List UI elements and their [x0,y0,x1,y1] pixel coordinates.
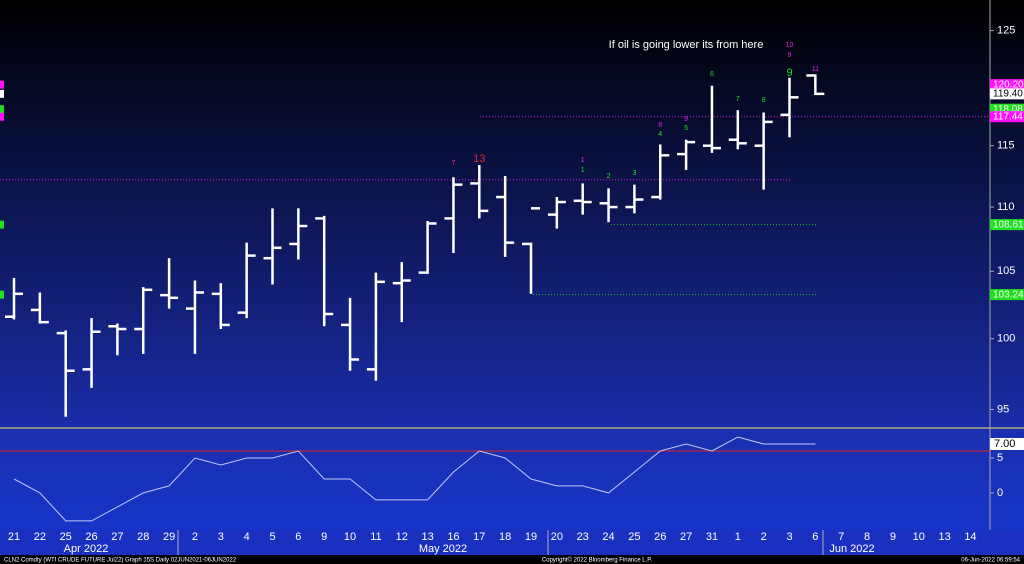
setup-count: 13 [473,153,485,165]
x-tick-label: 3 [218,531,224,543]
month-label: May 2022 [419,543,467,555]
x-tick-label: 4 [244,531,250,543]
indicator-panel [0,429,1024,530]
y2-tick-label: 5 [997,452,1003,464]
x-tick-label: 10 [344,531,356,543]
x-tick-label: 1 [735,531,741,543]
x-tick-label: 21 [8,531,20,543]
x-tick-label: 9 [321,531,327,543]
y-tick-label: 95 [997,403,1009,415]
setup-count: 10 [786,42,794,49]
x-tick-label: 2 [192,531,198,543]
setup-count: 9 [684,116,688,123]
price-tag [990,103,1024,115]
month-label: Jun 2022 [829,543,874,555]
price-tag-label: 120.20 [993,79,1024,90]
x-tick-label: 2 [761,531,767,543]
price-tag-label: 118.08 [993,104,1023,115]
y2-tick-label: 0 [997,487,1003,499]
price-tag-label: 103.24 [993,289,1024,300]
setup-count: 9 [786,67,792,79]
y-tick-label: 125 [997,24,1015,36]
price-tag-marker [0,112,4,121]
x-tick-label: 20 [551,531,563,543]
x-tick-label: 10 [913,531,925,543]
x-tick-label: 8 [864,531,870,543]
setup-count: 1 [581,157,585,164]
x-tick-label: 27 [111,531,123,543]
footer-right: 06-Jun-2022 06:59:54 [961,558,1020,564]
setup-count: 3 [632,170,636,177]
setup-count: 6 [710,71,714,78]
x-tick-label: 22 [34,531,46,543]
setup-count: 9 [788,52,792,59]
annotation: If oil is going lower its from here [609,39,764,51]
y-tick-label: 110 [997,201,1015,213]
price-tag-marker [0,89,4,98]
setup-count: 4 [658,131,662,138]
x-tick-label: 19 [525,531,537,543]
x-tick-label: 26 [654,531,666,543]
x-tick-label: 24 [602,531,614,543]
indicator-line [13,436,816,522]
x-tick-label: 7 [838,531,844,543]
x-tick-label: 13 [938,531,950,543]
price-tag [990,289,1024,301]
footer-center: Copyright© 2022 Bloomberg Finance L.P. [542,557,653,564]
setup-count: 5 [684,125,688,132]
x-tick-label: 18 [499,531,511,543]
setup-count: 7 [736,96,740,103]
x-tick-label: 23 [577,531,589,543]
price-tag-marker [0,220,4,229]
x-tick-label: 28 [137,531,149,543]
setup-count: 8 [762,97,766,104]
price-tag-marker [0,105,4,114]
x-tick-label: 31 [706,531,718,543]
x-tick-label: 6 [295,531,301,543]
price-tag-label: 117.44 [993,111,1023,122]
y-tick-label: 105 [997,265,1015,277]
x-tick-label: 11 [370,531,381,543]
y-tick-label: 115 [997,140,1015,152]
x-tick-label: 25 [628,531,640,543]
x-axis-band [0,530,1024,555]
price-tag-label: 108.61 [993,219,1024,230]
x-tick-label: 9 [890,531,896,543]
setup-count: 7 [451,160,455,167]
x-tick-label: 25 [60,531,72,543]
setup-count: 8 [658,122,662,129]
setup-count: 1 [581,167,585,174]
price-tag-marker [0,80,4,89]
x-tick-label: 5 [269,531,275,543]
last-value-tag [990,437,1024,450]
y-tick-label: 100 [997,333,1015,345]
x-tick-label: 27 [680,531,692,543]
x-tick-label: 13 [421,531,433,543]
price-tag-label: 119.40 [993,88,1023,99]
x-tick-label: 14 [964,531,976,543]
last-value-label: 7.00 [994,438,1015,450]
footer-band [0,555,1024,564]
setup-count: 2 [607,173,611,180]
x-tick-label: 29 [163,531,175,543]
x-tick-label: 12 [396,531,408,543]
x-tick-label: 3 [786,531,792,543]
footer-left: CLN2 Comdty (WTI CRUDE FUTURE Jul22) Gra… [4,558,237,564]
price-tag [990,219,1024,231]
month-label: Apr 2022 [64,543,109,555]
x-tick-label: 26 [85,531,97,543]
x-tick-label: 17 [473,531,485,543]
price-panel [0,0,1024,427]
price-tag [990,88,1024,100]
setup-count: 11 [812,66,819,73]
x-tick-label: 6 [812,531,818,543]
x-tick-label: 16 [447,531,459,543]
price-tag-marker [0,290,4,299]
price-tag [990,111,1024,123]
price-tag [990,79,1024,91]
